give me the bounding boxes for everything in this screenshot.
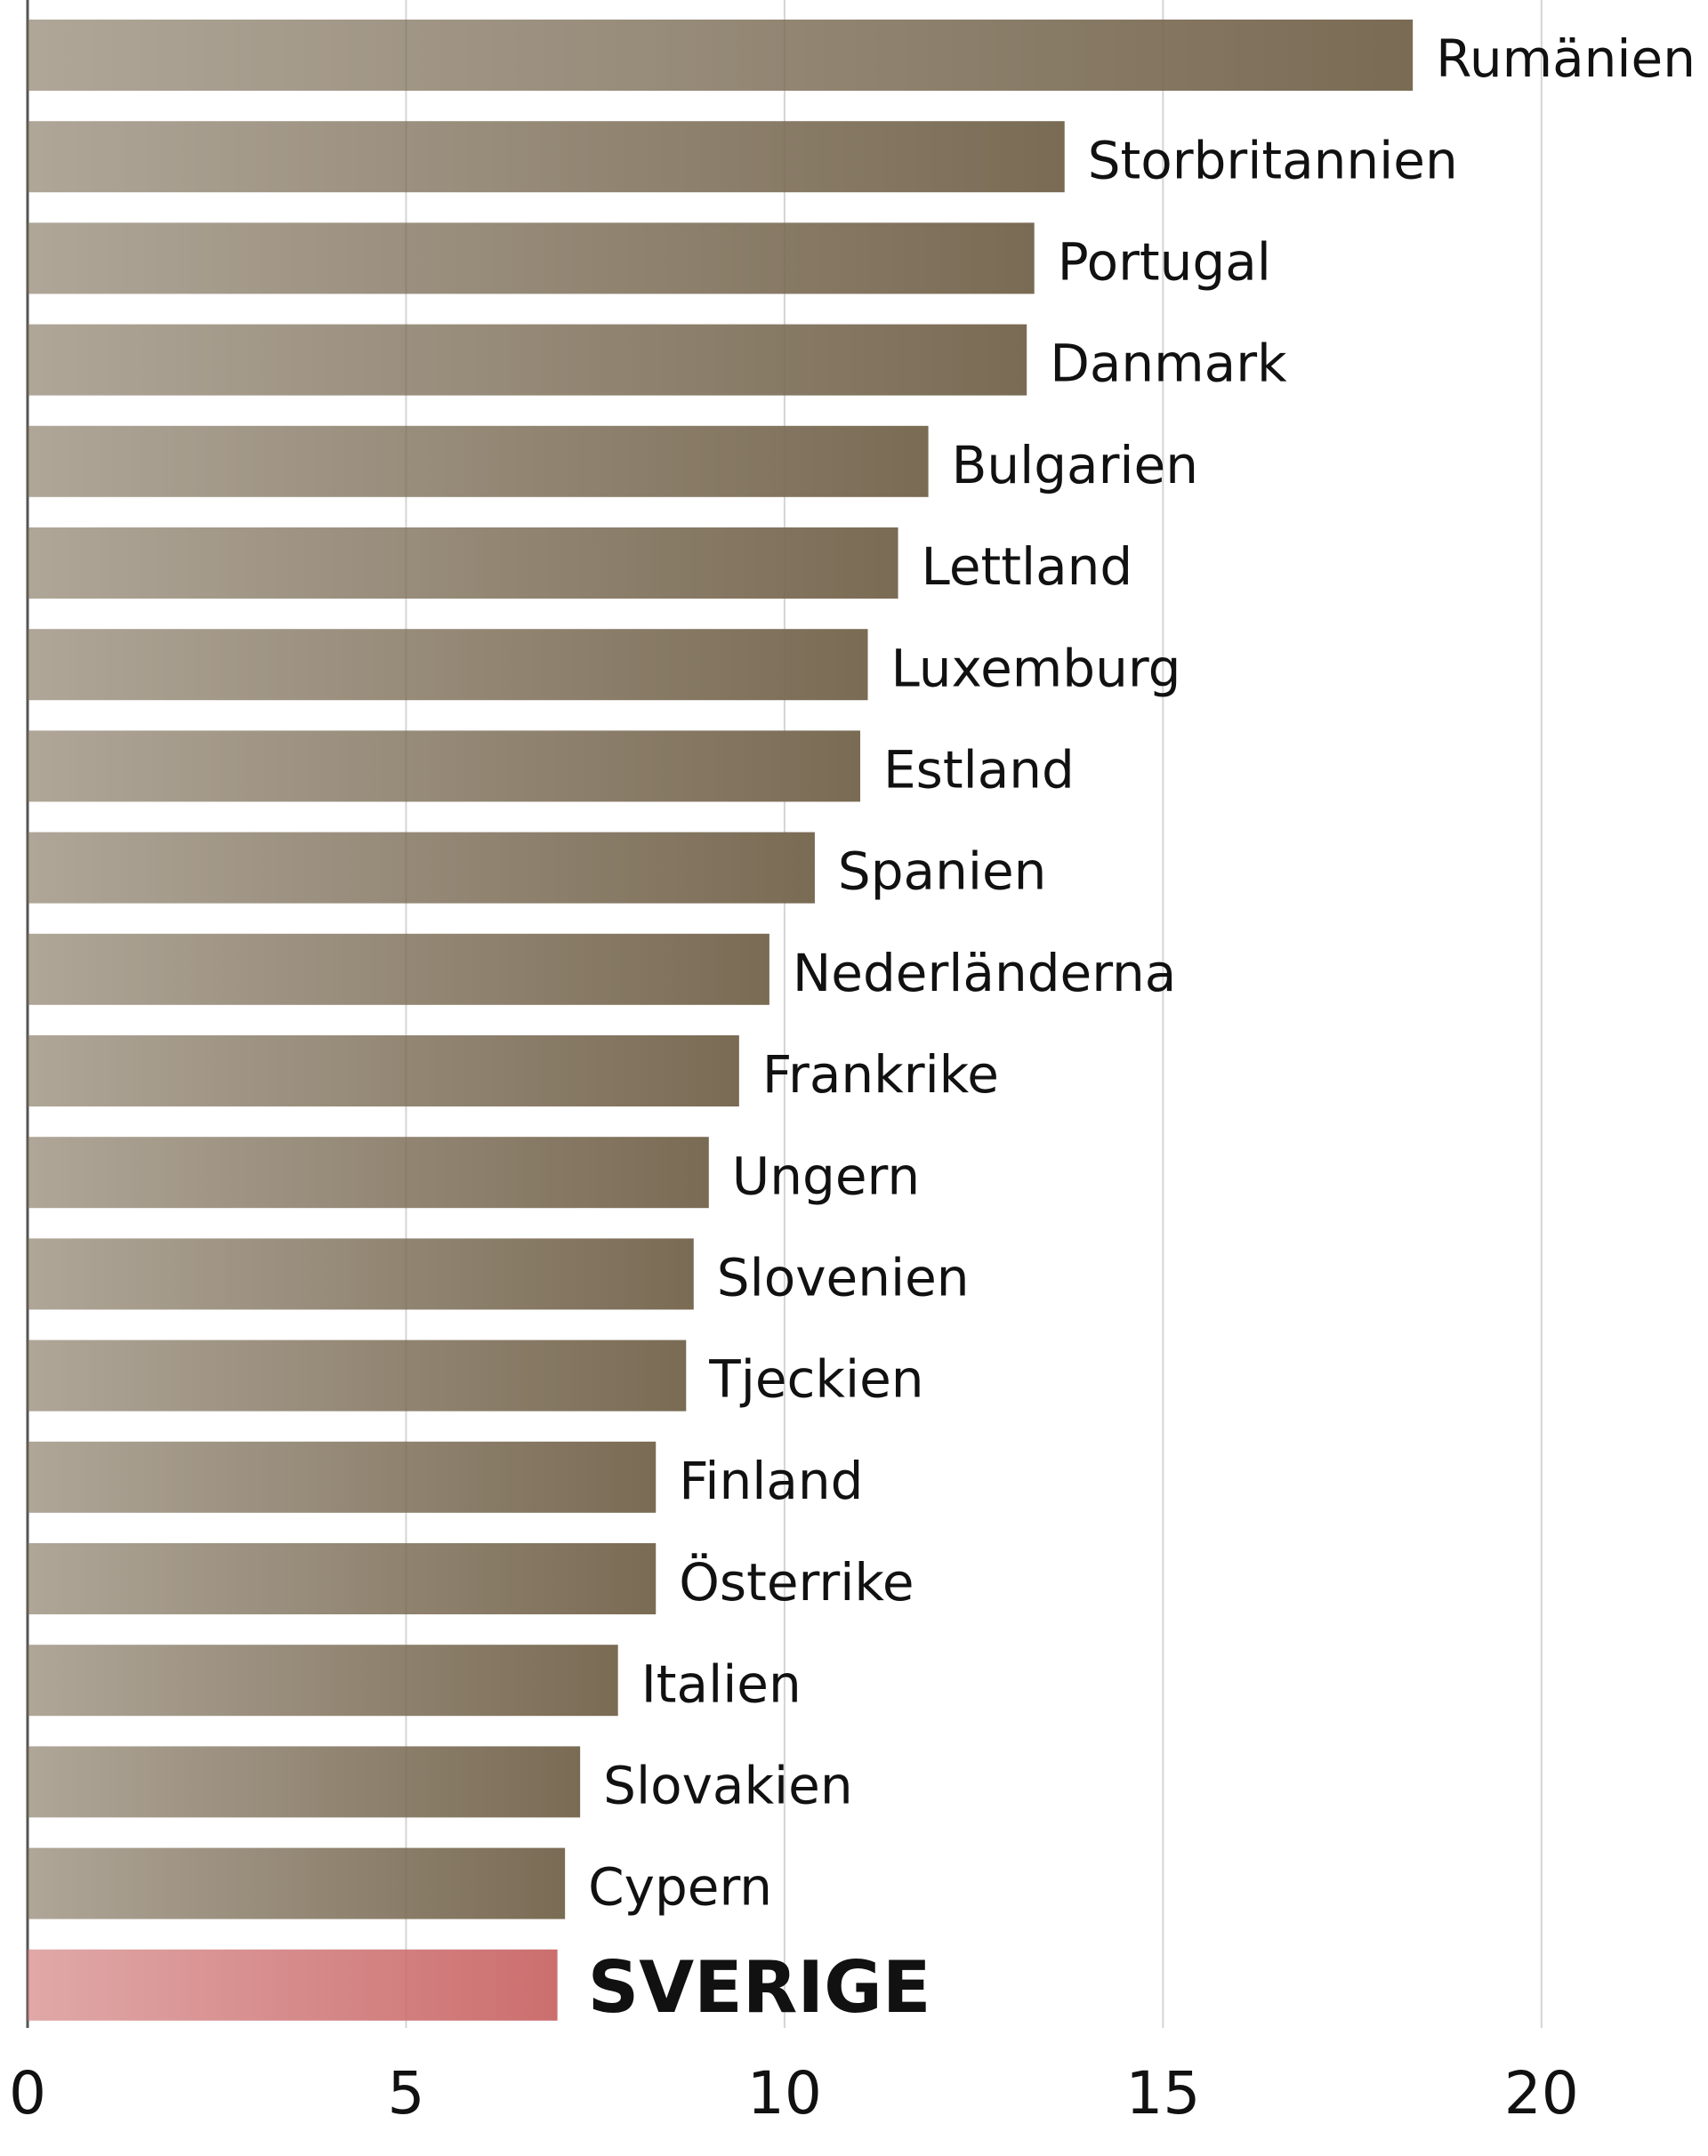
bar (28, 1035, 739, 1106)
bar-label: Storbritannien (1088, 130, 1458, 190)
bar-label: Lettland (922, 536, 1133, 597)
bar (28, 1847, 566, 1919)
bar-label: Italien (641, 1653, 802, 1714)
x-tick-label: 0 (9, 2059, 46, 2128)
bar (28, 1949, 558, 2021)
x-tick-label: 10 (747, 2059, 822, 2128)
bar-label: Luxemburg (891, 638, 1181, 698)
bar (28, 324, 1027, 396)
bar-label: Frankrike (762, 1044, 999, 1105)
x-tick-label: 5 (387, 2059, 424, 2128)
bar-label: Cypern (588, 1857, 772, 1918)
bar-label: Slovenien (717, 1248, 970, 1308)
bar-label: Tjeckien (708, 1349, 923, 1410)
bar (28, 1339, 687, 1412)
bar-label: Ungern (732, 1146, 920, 1206)
bar-label: Österrike (679, 1552, 914, 1613)
bar-label: Bulgarien (952, 435, 1198, 495)
bar (28, 1441, 657, 1513)
bar (28, 933, 769, 1005)
bar-label: Danmark (1050, 334, 1287, 394)
bar-label: SVERIGE (588, 1946, 931, 2029)
bar (28, 222, 1035, 294)
bar (28, 730, 860, 802)
bar-label: Nederländerna (793, 943, 1176, 1003)
bar (28, 629, 868, 701)
x-tick-label: 20 (1504, 2059, 1579, 2128)
bar (28, 1543, 657, 1614)
bar (28, 527, 898, 599)
bar-label: Slovakien (603, 1756, 852, 1816)
bar (28, 1645, 618, 1717)
bar (28, 121, 1065, 193)
bar-label: Spanien (838, 841, 1047, 902)
bar-label: Finland (679, 1451, 863, 1511)
bar (28, 425, 929, 497)
bar-label: Portugal (1058, 232, 1271, 293)
bar-label: Rumänien (1436, 28, 1696, 89)
bar (28, 832, 815, 904)
bar (28, 1238, 694, 1310)
bar (28, 1746, 581, 1818)
x-tick-label: 15 (1125, 2059, 1200, 2128)
bar (28, 1137, 709, 1209)
bar (28, 20, 1414, 91)
bar-label: Estland (883, 740, 1075, 800)
